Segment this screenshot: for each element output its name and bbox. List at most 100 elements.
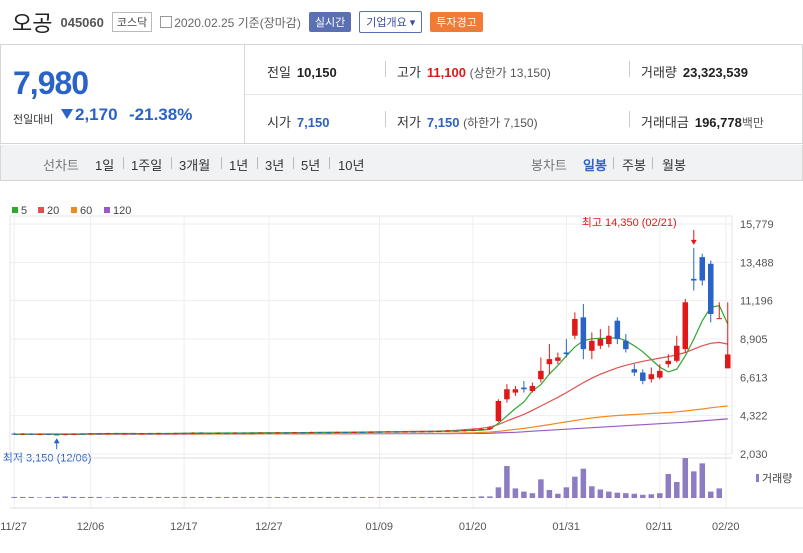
stock-header: 오공 045060 코스닥 2020.02.25 기준(장마감) 실시간 기업개…: [0, 0, 803, 44]
volume-bar: [487, 496, 493, 498]
volume-bar: [368, 496, 374, 498]
amount-unit: 백만: [741, 116, 764, 130]
calendar-icon: [160, 16, 173, 28]
candle-body: [436, 431, 442, 433]
candle-body: [308, 432, 315, 434]
volume-bar: [614, 492, 621, 498]
volume-bar: [70, 496, 77, 498]
volume-bar: [470, 496, 476, 498]
candle-body: [419, 431, 425, 433]
divider: [171, 157, 172, 169]
volume-bar: [657, 493, 663, 498]
candle-body: [538, 370, 544, 380]
volume-bar: [96, 496, 102, 498]
ma60-line: [14, 405, 728, 435]
tab-10year[interactable]: 10년: [338, 158, 365, 173]
candle-body: [359, 431, 366, 433]
volume-bar: [45, 496, 51, 498]
volume-bar: [495, 487, 502, 498]
volume-legend-label: 거래량: [762, 472, 792, 485]
volume-bar: [444, 496, 451, 498]
volume-bar: [249, 496, 255, 498]
high-price: 고가 11,100 (상한가 13,150): [397, 62, 551, 81]
candle-body: [402, 431, 408, 433]
base-date-text: 2020.02.25 기준(장마감): [174, 15, 301, 30]
candle-body: [300, 432, 306, 434]
candle-body: [470, 429, 476, 431]
volume-bar: [266, 496, 272, 498]
candle-body: [147, 433, 153, 435]
x-tick-label: 01/31: [552, 521, 580, 533]
realtime-button[interactable]: 실시간: [308, 12, 352, 32]
x-tick-label: 02/11: [646, 521, 673, 533]
volume-bar: [223, 496, 230, 498]
price-summary: 7,980 전일대비 2,170 -21.38%: [0, 44, 244, 144]
candle-body: [716, 318, 723, 320]
tab-3month[interactable]: 3개월: [179, 158, 211, 173]
amount-label: 거래대금: [641, 115, 689, 130]
tab-3year[interactable]: 3년: [265, 158, 285, 173]
candle-body: [130, 433, 136, 435]
candle-body: [36, 433, 43, 435]
open-value: 7,150: [296, 115, 330, 130]
candle-body: [172, 433, 179, 435]
prev-close-value: 10,150: [296, 65, 337, 80]
tab-1day[interactable]: 1일: [95, 158, 115, 173]
candle-body: [614, 320, 621, 340]
volume-bar: [699, 463, 706, 498]
legend-label: 5: [21, 205, 27, 217]
volume-bar: [172, 496, 179, 498]
x-tick-label: 11/27: [0, 521, 27, 533]
candle-body: [232, 432, 238, 434]
divider: [385, 61, 386, 77]
divider: [293, 157, 294, 169]
tab-5year[interactable]: 5년: [301, 158, 321, 173]
volume-bar: [708, 491, 714, 498]
y-tick-label: 8,905: [740, 334, 768, 346]
candle-body: [342, 432, 349, 434]
volume-bar: [716, 488, 723, 498]
low-label: 저가: [397, 115, 421, 130]
volume-bar: [62, 496, 68, 498]
volume-bar: [521, 491, 527, 498]
tab-candle-chart[interactable]: 봉차트: [531, 158, 567, 173]
tab-daily[interactable]: 일봉: [583, 158, 607, 173]
divider: [613, 157, 614, 169]
stock-name: 오공: [12, 11, 53, 36]
volume-bar: [640, 494, 646, 498]
change-label: 전일대비: [13, 114, 54, 126]
tab-weekly[interactable]: 주봉: [622, 158, 646, 173]
candle-body: [87, 433, 94, 435]
y-tick-label: 11,196: [740, 296, 773, 308]
tab-monthly[interactable]: 월봉: [662, 158, 686, 173]
volume-bar: [606, 491, 612, 498]
x-tick-label: 12/17: [170, 521, 198, 533]
lower-limit: (하한가 7,150): [463, 116, 538, 130]
volume-bar: [393, 496, 400, 498]
volume-bar: [461, 496, 468, 498]
legend-label: 20: [47, 205, 59, 217]
candle-body: [521, 387, 527, 390]
volume-bar: [453, 496, 459, 498]
tab-1week[interactable]: 1주일: [131, 158, 163, 173]
candle-body: [572, 319, 578, 336]
open-label: 시가: [267, 115, 291, 130]
high-label: 고가: [397, 65, 421, 80]
investment-warning-badge[interactable]: 투자경고: [430, 12, 483, 32]
candle-body: [512, 389, 519, 393]
divider: [629, 111, 630, 127]
tab-line-chart[interactable]: 선차트: [43, 158, 79, 173]
candle-body: [79, 433, 85, 435]
divider: [629, 61, 630, 77]
candle-body: [62, 434, 68, 436]
volume-bar: [291, 496, 298, 498]
volume-bar: [87, 496, 94, 498]
volume-bar: [155, 496, 162, 498]
candle-body: [351, 431, 357, 433]
company-overview-dropdown[interactable]: 기업개요 ▾: [359, 11, 423, 33]
tab-1year[interactable]: 1년: [229, 158, 249, 173]
candle-body: [45, 433, 51, 435]
x-tick-label: 01/20: [459, 521, 487, 533]
candle-body: [325, 432, 332, 434]
candle-body: [529, 385, 536, 391]
